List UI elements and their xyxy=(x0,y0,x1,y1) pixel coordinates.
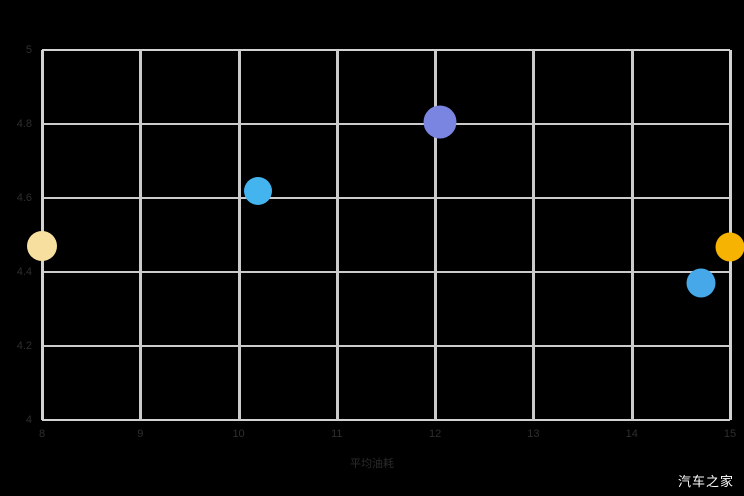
gridline-horizontal xyxy=(42,345,730,347)
x-axis-title: 平均油耗 xyxy=(350,458,394,470)
y-axis-tick-label: 4.8 xyxy=(16,118,32,130)
y-axis-tick-label: 4.2 xyxy=(16,340,32,352)
gridline-vertical xyxy=(237,50,241,420)
plot-area xyxy=(27,49,744,421)
gridline-horizontal xyxy=(42,197,730,199)
gridline-vertical xyxy=(434,50,438,420)
data-point-bubble[interactable] xyxy=(244,176,273,205)
data-point-bubble[interactable] xyxy=(715,232,744,262)
watermark: 汽车之家 xyxy=(677,474,734,489)
gridline-vertical xyxy=(630,50,634,420)
gridline-vertical xyxy=(335,50,339,420)
data-point-bubble[interactable] xyxy=(686,268,715,298)
x-axis-tick-label: 14 xyxy=(625,428,638,440)
x-axis-tick-label: 13 xyxy=(527,428,540,440)
y-axis-tick-label: 4 xyxy=(25,414,32,426)
y-axis-tick-label: 4.6 xyxy=(16,192,32,204)
y-axis-tick-label: 5 xyxy=(25,44,32,56)
x-axis-tick-label: 15 xyxy=(723,428,737,440)
y-axis-tick-label: 4.4 xyxy=(16,266,32,278)
x-axis-tick-label: 8 xyxy=(38,428,46,440)
x-axis-tick-label: 12 xyxy=(429,428,442,440)
gridline-horizontal xyxy=(42,123,730,125)
x-axis-tick-label: 11 xyxy=(331,428,343,440)
gridline-horizontal xyxy=(42,419,730,421)
gridline-horizontal xyxy=(42,49,730,51)
gridline-horizontal xyxy=(42,271,730,273)
x-axis-tick-label: 9 xyxy=(137,428,144,440)
data-point-bubble[interactable] xyxy=(423,105,457,139)
gridline-vertical xyxy=(532,50,536,420)
gridline-vertical xyxy=(139,50,143,420)
data-point-bubble[interactable] xyxy=(27,231,57,262)
x-axis-tick-label: 10 xyxy=(232,428,245,440)
